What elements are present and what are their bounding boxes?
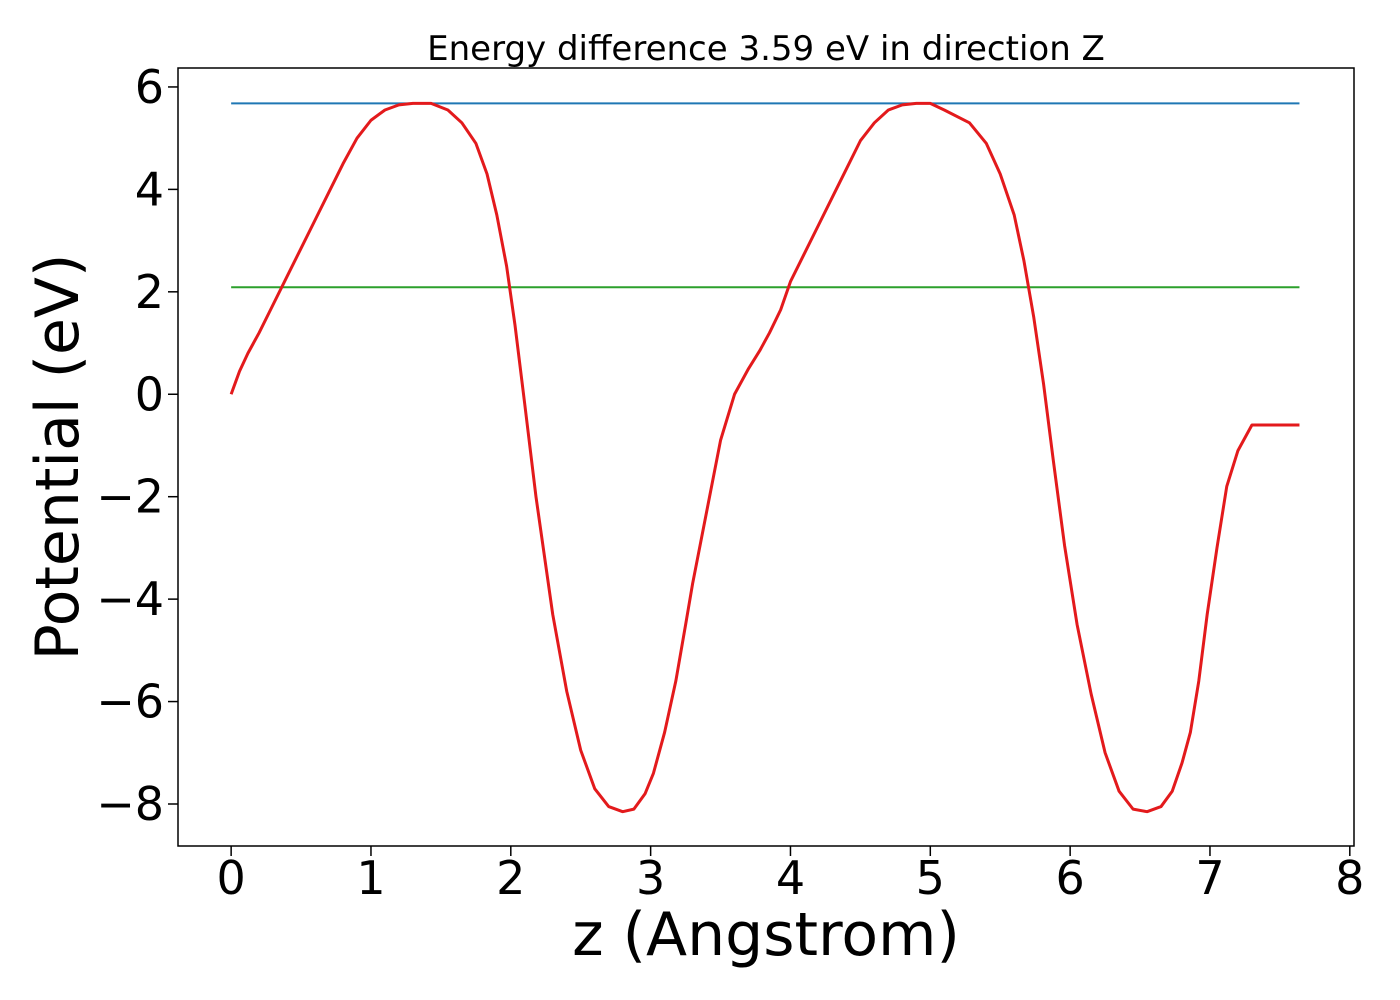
x-tick-label: 8 [1335,851,1364,905]
x-tick-label: 5 [916,851,945,905]
y-tick-label: −4 [96,572,164,626]
y-axis-label: Potential (eV) [23,254,93,661]
x-tick-label: 2 [496,851,525,905]
y-tick-label: 0 [135,367,164,421]
x-axis-label: z (Angstrom) [572,900,960,970]
y-tick-label: −8 [96,777,164,831]
y-tick-label: −2 [96,470,164,524]
x-axis-ticks: 0 1 2 3 4 5 6 7 8 [216,846,1364,905]
chart-title: Energy difference 3.59 eV in direction Z [427,29,1105,69]
series-line-0 [229,101,1300,814]
x-tick-label: 7 [1195,851,1224,905]
x-tick-label: 0 [216,851,245,905]
y-axis-ticks: 6 4 2 0 −2 −4 −6 −8 [96,60,178,831]
y-tick-label: 6 [135,60,164,114]
y-tick-label: −6 [96,675,164,729]
x-tick-label: 6 [1055,851,1084,905]
y-tick-label: 4 [135,162,164,216]
plot-frame [177,67,1355,847]
plot-area [229,101,1300,814]
x-tick-label: 4 [776,851,805,905]
x-tick-label: 3 [636,851,665,905]
x-tick-label: 1 [356,851,385,905]
y-tick-label: 2 [135,265,164,319]
